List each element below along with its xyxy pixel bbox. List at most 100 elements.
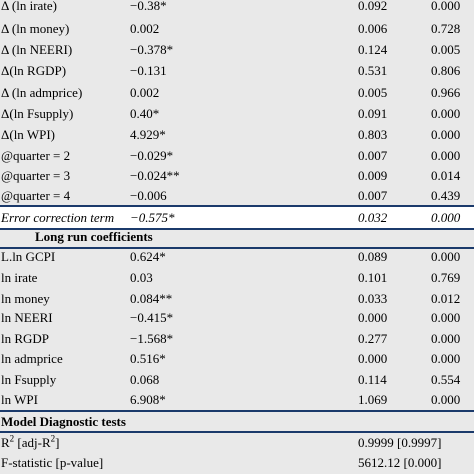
p-value: 0.769	[431, 270, 461, 285]
std-error: 0.007	[358, 148, 388, 163]
std-error: 0.006	[358, 21, 388, 36]
variable-name: ln RGDP	[1, 331, 50, 346]
table-row: ln admprice 0.516* 0.000 0.000	[0, 347, 474, 370]
divider	[0, 205, 474, 207]
coefficient: 0.624*	[130, 249, 166, 264]
coefficient: 0.516*	[130, 351, 166, 366]
table-row: F-statistic [p-value] 5612.12 [0.000]	[0, 451, 474, 474]
std-error: 0.000	[358, 351, 388, 366]
p-value: 0.000	[431, 310, 461, 325]
coefficient: 0.084**	[130, 291, 173, 306]
variable-name: L.ln GCPI	[1, 249, 56, 264]
table-row: Δ (ln admprice) 0.002 0.005 0.966	[0, 81, 474, 104]
coefficient: −0.575*	[130, 210, 175, 225]
p-value: 0.014	[431, 168, 461, 183]
table-row: ln irate 0.03 0.101 0.769	[0, 266, 474, 289]
coefficient: −1.568*	[130, 331, 174, 346]
divider	[0, 410, 474, 412]
coefficient: 6.908*	[130, 392, 166, 407]
p-value: 0.000	[431, 331, 461, 346]
table-row: R2 [adj-R2] 0.9999 [0.9997]	[0, 431, 474, 454]
table-row: L.ln GCPI 0.624* 0.089 0.000	[0, 245, 474, 268]
table-row: Δ (ln NEERI) −0.378* 0.124 0.005	[0, 38, 474, 61]
table-row: @quarter = 2 −0.029* 0.007 0.000	[0, 144, 474, 167]
std-error: 0.032	[358, 210, 388, 225]
table-row: @quarter = 4 −0.006 0.007 0.439	[0, 184, 474, 207]
variable-name: Δ(ln WPI)	[1, 127, 55, 142]
p-value: 0.728	[431, 21, 461, 36]
coefficient: 0.40*	[130, 106, 160, 121]
p-value: 0.000	[431, 249, 461, 264]
p-value: 0.005	[431, 42, 461, 57]
variable-name: Error correction term	[1, 210, 115, 225]
coefficient: −0.029*	[130, 148, 174, 163]
std-error: 0.092	[358, 0, 388, 13]
p-value: 0.000	[431, 392, 461, 407]
std-error: 0.089	[358, 249, 388, 264]
statistic-value: 0.9999 [0.9997]	[358, 435, 442, 450]
divider	[0, 228, 474, 230]
coefficient: −0.006	[130, 188, 167, 203]
coefficient: −0.378*	[130, 42, 174, 57]
std-error: 0.803	[358, 127, 388, 142]
coefficient: −0.415*	[130, 310, 174, 325]
table-row: Δ(ln Fsupply) 0.40* 0.091 0.000	[0, 102, 474, 125]
table-row: ln money 0.084** 0.033 0.012	[0, 287, 474, 310]
p-value: 0.000	[431, 127, 461, 142]
std-error: 1.069	[358, 392, 388, 407]
variable-name: Δ (ln irate)	[1, 0, 58, 13]
p-value: 0.000	[431, 351, 461, 366]
variable-name: ln NEERI	[1, 310, 53, 325]
std-error: 0.114	[358, 372, 387, 387]
section-heading-diagnostics: Model Diagnostic tests	[1, 414, 126, 429]
p-value: 0.012	[431, 291, 461, 306]
variable-name: @quarter = 4	[1, 188, 71, 203]
variable-name: Δ(ln Fsupply)	[1, 106, 74, 121]
std-error: 0.101	[358, 270, 388, 285]
variable-name: Δ (ln money)	[1, 21, 70, 36]
variable-name: F-statistic [p-value]	[1, 455, 104, 470]
coefficient: −0.131	[130, 63, 167, 78]
p-value: 0.000	[431, 0, 461, 13]
variable-name: ln admprice	[1, 351, 63, 366]
section-heading-long-run: Long run coefficients	[35, 229, 153, 244]
p-value: 0.966	[431, 85, 461, 100]
variable-name: ln money	[1, 291, 50, 306]
variable-name: R2 [adj-R2]	[1, 433, 60, 450]
std-error: 0.005	[358, 85, 388, 100]
variable-name: ln Fsupply	[1, 372, 57, 387]
table-row: ln NEERI −0.415* 0.000 0.000	[0, 306, 474, 329]
p-value: 0.554	[431, 372, 461, 387]
std-error: 0.091	[358, 106, 388, 121]
statistic-value: 5612.12 [0.000]	[358, 455, 442, 470]
coefficient: −0.38*	[130, 0, 167, 13]
table-row: Δ(ln WPI) 4.929* 0.803 0.000	[0, 123, 474, 146]
variable-name: @quarter = 3	[1, 168, 71, 183]
variable-name: Δ(ln RGDP)	[1, 63, 67, 78]
p-value: 0.806	[431, 63, 461, 78]
std-error: 0.033	[358, 291, 388, 306]
variable-name: @quarter = 2	[1, 148, 71, 163]
p-value: 0.000	[431, 106, 461, 121]
coefficient: 0.002	[130, 85, 160, 100]
table-row: Δ (ln money) 0.002 0.006 0.728	[0, 17, 474, 40]
p-value: 0.439	[431, 188, 461, 203]
std-error: 0.277	[358, 331, 388, 346]
table-row: Δ(ln RGDP) −0.131 0.531 0.806	[0, 59, 474, 82]
std-error: 0.009	[358, 168, 388, 183]
variable-name: ln WPI	[1, 392, 38, 407]
divider	[0, 247, 474, 249]
std-error: 0.007	[358, 188, 388, 203]
table-row: ln Fsupply 0.068 0.114 0.554	[0, 368, 474, 391]
table-row: Δ (ln irate) −0.38* 0.092 0.000	[0, 0, 474, 17]
variable-name: ln irate	[1, 270, 38, 285]
coefficient: 0.03	[130, 270, 153, 285]
variable-name: Δ (ln admprice)	[1, 85, 83, 100]
variable-name: Δ (ln NEERI)	[1, 42, 73, 57]
divider	[0, 431, 474, 433]
error-correction-row: Error correction term −0.575* 0.032 0.00…	[0, 207, 474, 228]
coefficient: 0.002	[130, 21, 160, 36]
table-row: ln RGDP −1.568* 0.277 0.000	[0, 327, 474, 350]
p-value: 0.000	[431, 210, 461, 225]
